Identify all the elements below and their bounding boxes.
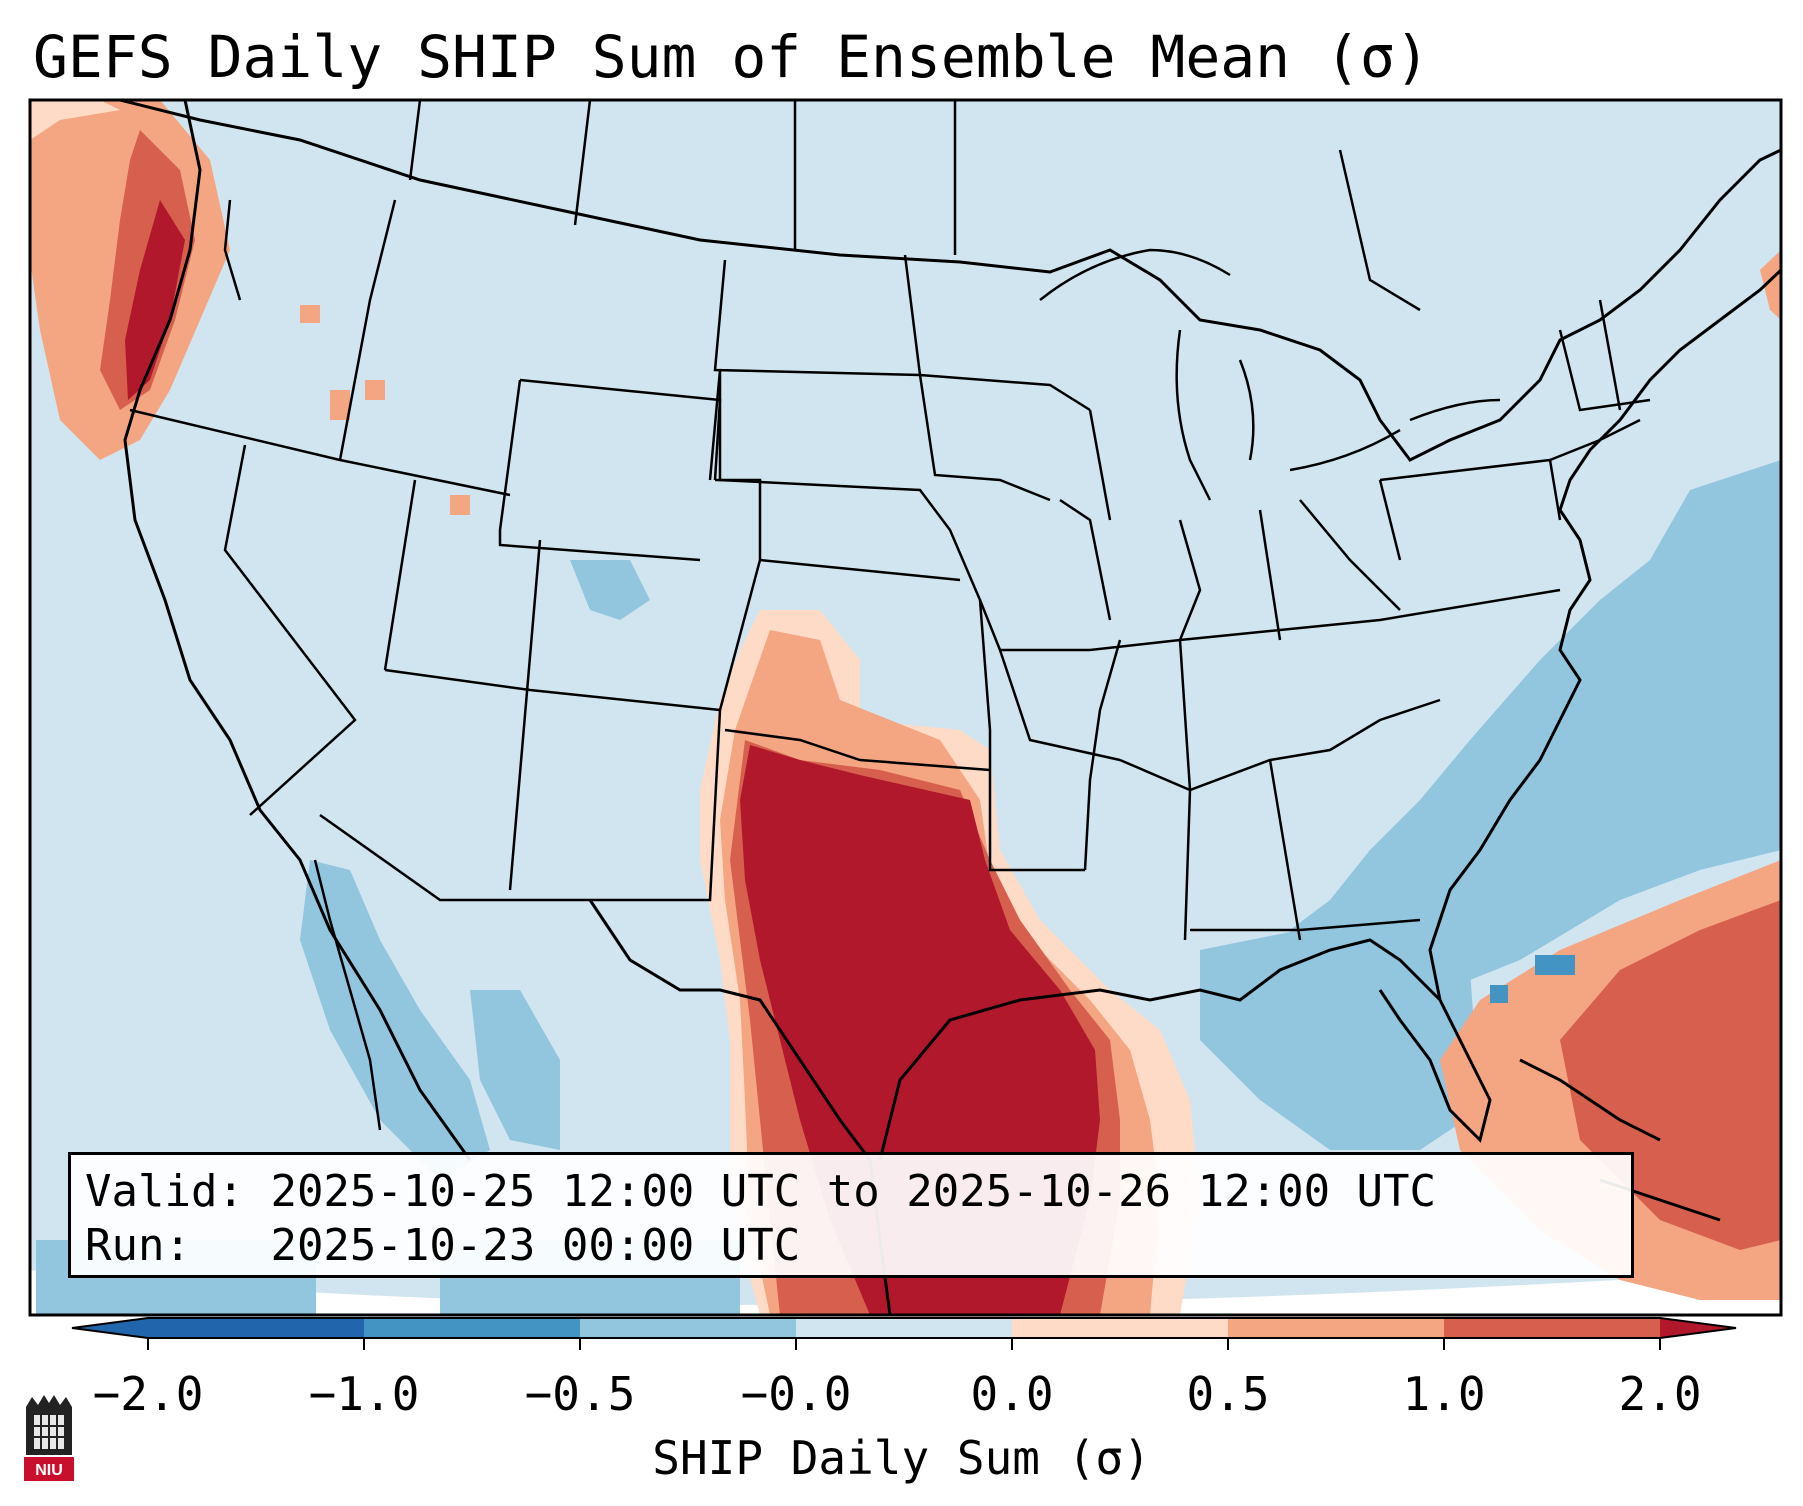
colorbar-segment (1228, 1318, 1444, 1338)
valid-run-infobox: Valid: 2025-10-25 12:00 UTC to 2025-10-2… (68, 1152, 1634, 1278)
run-row: Run: 2025-10-23 00:00 UTC (85, 1219, 1617, 1273)
niu-logo-icon: NIU (24, 1395, 74, 1481)
east-coastline (1428, 268, 1781, 1001)
colorbar-segment (1444, 1318, 1660, 1338)
atlantic-low-anomaly (1290, 460, 1781, 1040)
colorbar-extend-low (72, 1318, 148, 1338)
colorbar-segment (364, 1318, 580, 1338)
colorbar-tick-label: −0.0 (740, 1367, 852, 1421)
valid-value: 2025-10-25 12:00 UTC to 2025-10-26 12:00… (270, 1166, 1437, 1217)
state-borders (129, 199, 1651, 941)
colorado-low-anomaly (570, 560, 650, 620)
colorbar-extend-high (1660, 1318, 1736, 1338)
colorbar-tick-label: −0.5 (524, 1367, 636, 1421)
colorbar-tick-label: −1.0 (308, 1367, 420, 1421)
west-coastline (123, 100, 472, 1161)
valid-label: Valid: (85, 1166, 244, 1217)
colorbar-segment (148, 1318, 364, 1338)
colorbar-tick-label: 0.0 (970, 1367, 1054, 1421)
map-panel (30, 100, 1781, 1315)
chart-title: GEFS Daily SHIP Sum of Ensemble Mean (σ) (33, 23, 1430, 91)
colorbar-segment (1012, 1318, 1228, 1338)
colorbar-tick-label: 2.0 (1618, 1367, 1702, 1421)
colorbar-tick-label: −2.0 (92, 1367, 204, 1421)
run-value: 2025-10-23 00:00 UTC (270, 1220, 801, 1271)
baja-low-anomaly (300, 860, 490, 1180)
colorbar-tick-label: 1.0 (1402, 1367, 1486, 1421)
canada-border (119, 100, 1781, 462)
logo-text: NIU (35, 1462, 63, 1479)
mexico-low-anomaly (470, 990, 560, 1150)
gulf-coastline (878, 938, 1492, 1161)
colorbar-segment (580, 1318, 796, 1338)
baja-coastline (313, 859, 382, 1131)
colorbar-segment (796, 1318, 1012, 1338)
colorbar-tick-label: 0.5 (1186, 1367, 1270, 1421)
gulf-low-anomaly (1200, 930, 1480, 1150)
map-frame (28, 98, 1783, 1317)
colorbar (71, 1317, 1737, 1350)
colorbar-label: SHIP Daily Sum (σ) (652, 1431, 1151, 1485)
valid-row: Valid: 2025-10-25 12:00 UTC to 2025-10-2… (85, 1165, 1617, 1219)
great-lakes (1039, 248, 1501, 501)
run-label: Run: (85, 1220, 191, 1271)
